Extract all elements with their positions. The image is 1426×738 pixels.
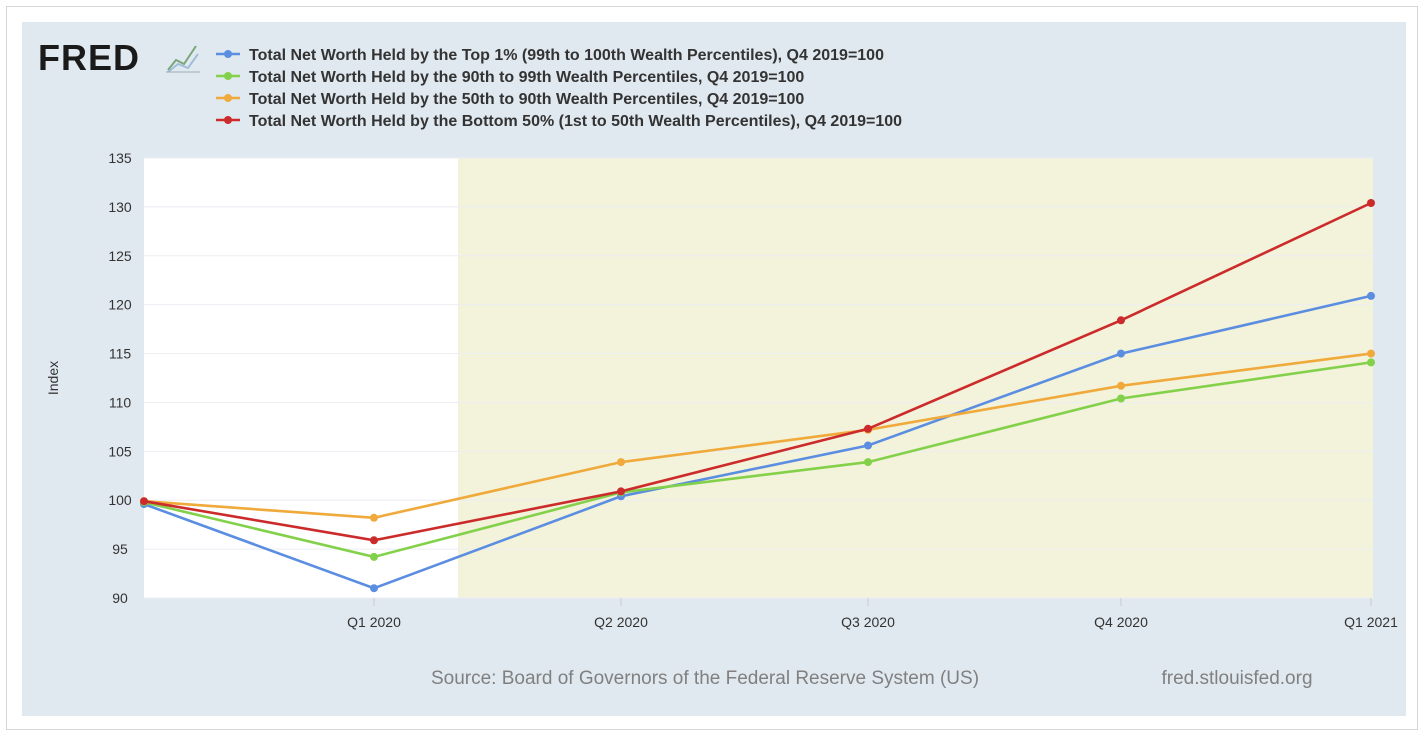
y-tick-label: 100	[108, 492, 132, 508]
series-line	[143, 361, 1372, 559]
data-point[interactable]	[864, 441, 872, 450]
legend: Total Net Worth Held by the Top 1% (99th…	[216, 47, 902, 130]
series-line	[143, 201, 1372, 542]
legend-item[interactable]: Total Net Worth Held by the Top 1% (99th…	[216, 47, 884, 64]
y-tick-label: 105	[108, 443, 132, 459]
gridlines	[144, 157, 1373, 599]
x-axis-ticks: Q1 2020 Q2 2020 Q3 2020 Q4 2020 Q1 2021	[347, 598, 1398, 630]
fred-logo[interactable]: FRED	[38, 37, 200, 78]
data-point[interactable]	[370, 552, 378, 561]
legend-marker	[224, 116, 232, 124]
y-tick-label: 130	[108, 199, 132, 215]
legend-item[interactable]: Total Net Worth Held by the Bottom 50% (…	[216, 113, 902, 130]
site-link[interactable]: fred.stlouisfed.org	[1161, 668, 1312, 689]
legend-label: Total Net Worth Held by the 90th to 99th…	[249, 69, 804, 86]
data-point[interactable]	[1367, 358, 1375, 367]
y-tick-label: 110	[109, 394, 132, 410]
data-point[interactable]	[864, 424, 872, 433]
data-point[interactable]	[1367, 199, 1375, 207]
x-tick-label: Q4 2020	[1094, 614, 1148, 630]
y-tick-label: 125	[108, 248, 132, 264]
x-tick-label: Q1 2020	[347, 614, 401, 630]
data-point[interactable]	[140, 497, 148, 506]
series-line	[143, 352, 1372, 520]
y-tick-label: 95	[112, 541, 128, 557]
data-point[interactable]	[864, 458, 872, 467]
data-point[interactable]	[370, 536, 378, 545]
legend-label: Total Net Worth Held by the 50th to 90th…	[249, 91, 804, 108]
recession-shading	[458, 158, 1373, 598]
data-point[interactable]	[370, 513, 378, 522]
legend-marker	[224, 94, 232, 102]
y-axis-ticks: 135 130 125 120 115 110 105 100 95 90	[108, 150, 132, 606]
series-4	[140, 199, 1375, 545]
y-axis-label: Index	[45, 361, 61, 395]
series-line	[143, 294, 1372, 590]
data-point[interactable]	[617, 487, 625, 496]
data-point[interactable]	[1117, 394, 1125, 403]
x-tick-label: Q1 2021	[1344, 614, 1398, 630]
data-point[interactable]	[1117, 349, 1125, 358]
data-point[interactable]	[1117, 381, 1125, 390]
legend-label: Total Net Worth Held by the Bottom 50% (…	[249, 113, 902, 130]
legend-label: Total Net Worth Held by the Top 1% (99th…	[249, 47, 884, 64]
legend-marker	[224, 72, 232, 80]
legend-item[interactable]: Total Net Worth Held by the 90th to 99th…	[216, 69, 804, 86]
chart-line-icon	[166, 45, 200, 73]
y-tick-label: 90	[112, 590, 128, 606]
legend-marker	[224, 50, 232, 58]
y-tick-label: 120	[108, 297, 132, 313]
logo-text: FRED	[38, 37, 140, 78]
data-point[interactable]	[1117, 316, 1125, 325]
legend-item[interactable]: Total Net Worth Held by the 50th to 90th…	[216, 91, 804, 108]
series-group	[140, 199, 1375, 593]
x-tick-label: Q2 2020	[594, 614, 648, 630]
data-point[interactable]	[1367, 291, 1375, 300]
data-point[interactable]	[617, 458, 625, 467]
x-tick-label: Q3 2020	[841, 614, 895, 630]
series-1	[140, 291, 1375, 593]
data-point[interactable]	[1367, 349, 1375, 358]
source-note: Source: Board of Governors of the Federa…	[431, 668, 979, 689]
y-tick-label: 135	[108, 150, 132, 166]
data-point[interactable]	[370, 584, 378, 593]
y-tick-label: 115	[109, 346, 132, 362]
